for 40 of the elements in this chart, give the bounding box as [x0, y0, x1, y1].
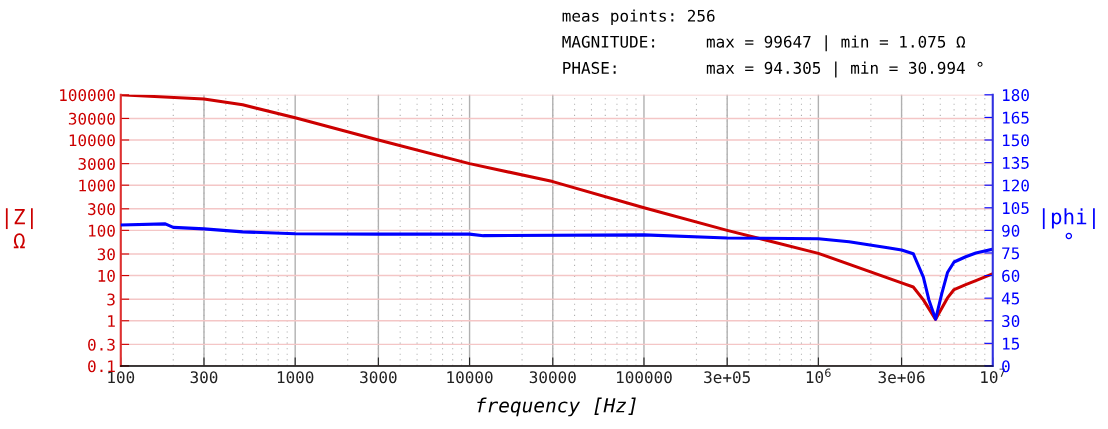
y-tick-label: 100	[88, 224, 115, 237]
x-axis-title: frequency [Hz]	[477, 397, 636, 417]
y-tick-label: 3000	[78, 157, 115, 170]
text: meas points: 256	[562, 9, 715, 25]
y-tick-label: 1000	[79, 179, 115, 192]
y-tick-label: 10	[98, 269, 115, 282]
y-tick-label: 100000	[60, 89, 115, 102]
y2-tick-label: 90	[1002, 224, 1020, 237]
y-tick-label: 0.1	[88, 360, 115, 373]
text: PHASE: max = 94.305 | min = 30.994 °	[563, 61, 983, 78]
y-tick-label: 300	[88, 203, 115, 216]
y2-tick-label: 45	[1001, 292, 1020, 305]
y2-tick-label: 180	[1003, 89, 1029, 102]
x-tick-label: 1000	[277, 371, 314, 384]
x-tick-label: 3000	[360, 371, 397, 384]
y2-tick-label: 120	[1003, 179, 1029, 192]
x-tick-label: 10$^{6}$	[806, 368, 831, 384]
y2-tick-label: 150	[1003, 134, 1029, 147]
y-tick-label: 30	[97, 248, 115, 261]
y2-tick-label: 30	[1002, 315, 1020, 328]
y-axis-title: |Z| Ω	[5, 208, 33, 249]
x-tick-label: 3e+06	[878, 371, 925, 384]
x-tick-label: 100000	[617, 371, 672, 384]
y2-tick-label: 75	[1002, 247, 1020, 260]
y2-tick-label: 135	[1003, 156, 1029, 169]
x-tick-label: 300	[190, 371, 218, 384]
x-tick-label: 10000	[447, 371, 493, 384]
y2-tick-label: 165	[1003, 111, 1029, 124]
x-tick-label: 3e+05	[704, 371, 750, 384]
y-tick-label: 1	[108, 315, 115, 327]
x-tick-label: 30000	[529, 371, 576, 384]
y2-axis-title: |phi| °	[1042, 208, 1095, 240]
y-tick-label: 0.3	[88, 338, 115, 351]
text: MAGNITUDE: max = 99647 | min = 1.075 Ω	[562, 35, 966, 52]
y2-tick-label: 15	[1003, 337, 1020, 350]
y-tick-label: 30000	[68, 112, 115, 125]
y-tick-label: 10000	[69, 134, 115, 147]
y2-tick-label: 60	[1002, 269, 1020, 282]
y-tick-label: 3	[107, 293, 115, 306]
y2-tick-label: 105	[1003, 202, 1029, 215]
